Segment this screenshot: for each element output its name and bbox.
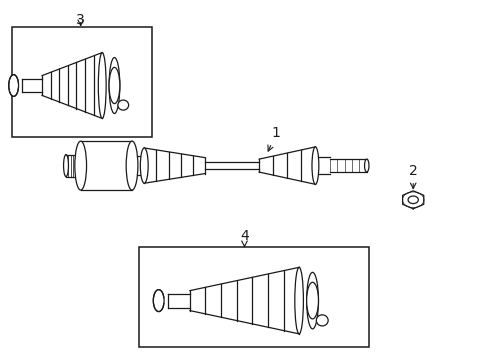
Ellipse shape	[316, 315, 327, 326]
Ellipse shape	[63, 154, 68, 177]
Ellipse shape	[75, 141, 86, 190]
Ellipse shape	[11, 79, 17, 92]
Text: 4: 4	[240, 229, 248, 247]
Ellipse shape	[140, 148, 148, 183]
Bar	[12, 27, 151, 137]
Text: 1: 1	[267, 126, 280, 151]
Ellipse shape	[155, 294, 162, 307]
Ellipse shape	[153, 290, 164, 311]
Text: 2: 2	[408, 164, 417, 189]
Bar	[139, 247, 368, 347]
Ellipse shape	[306, 282, 318, 319]
Text: 3: 3	[76, 13, 85, 27]
Ellipse shape	[126, 141, 138, 190]
Ellipse shape	[306, 272, 318, 329]
Ellipse shape	[364, 159, 368, 172]
Ellipse shape	[109, 58, 120, 113]
Ellipse shape	[311, 147, 318, 184]
Ellipse shape	[109, 67, 120, 104]
Ellipse shape	[98, 53, 106, 118]
Ellipse shape	[9, 75, 19, 96]
Ellipse shape	[118, 100, 128, 110]
Ellipse shape	[294, 267, 303, 334]
